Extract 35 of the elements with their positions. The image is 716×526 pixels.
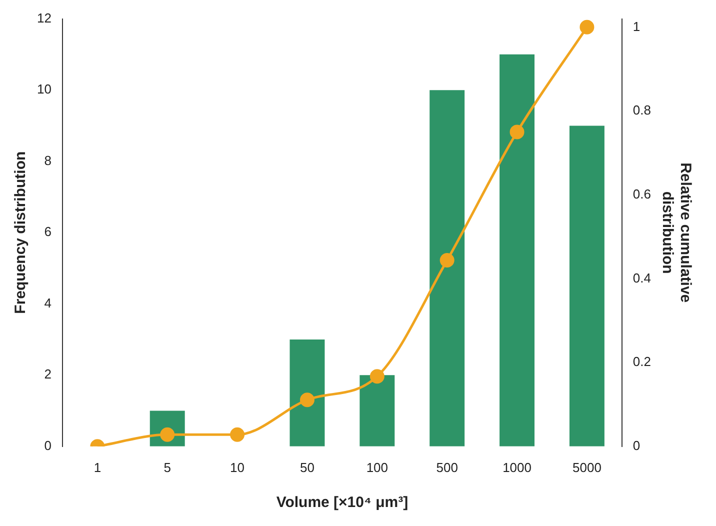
y2-tick-label: 0.8: [632, 102, 652, 118]
y2-tick-label: 0.2: [632, 354, 652, 370]
bar: [360, 375, 395, 446]
y2-axis-title: Relative cumulative distribution: [658, 162, 694, 303]
y-tick-label: 4: [44, 295, 52, 310]
y2-tick-label: 0.6: [632, 186, 652, 202]
x-tick-label: 10: [230, 460, 245, 475]
bar: [430, 90, 465, 446]
point: [440, 253, 454, 268]
x-tick-label: 1000: [502, 460, 532, 475]
bar: [500, 54, 535, 446]
x-tick-label: 5: [164, 460, 171, 475]
point: [230, 427, 245, 442]
y-axis-title: Frequency distribution: [12, 151, 30, 314]
x-tick-label: 500: [436, 460, 458, 475]
x-tick-label: 1: [94, 460, 102, 475]
bar: [569, 126, 604, 446]
y-tick-label: 10: [36, 82, 52, 97]
point: [300, 392, 314, 408]
bar: [290, 340, 325, 446]
y2-tick-label: 0.4: [632, 270, 652, 286]
y-tick-label: 12: [36, 10, 52, 26]
x-tick-label: 50: [300, 460, 314, 475]
x-axis-title: Volume [×10⁴ μm³]: [276, 494, 408, 512]
y-tick-label: 8: [44, 152, 52, 168]
y-tick-label: 0: [44, 438, 52, 453]
point: [580, 20, 594, 34]
y2-tick-label: 1: [632, 18, 640, 34]
point: [510, 124, 524, 140]
y-tick-label: 2: [44, 366, 52, 382]
x-tick-label: 5000: [572, 460, 602, 475]
point: [370, 369, 384, 384]
y-tick-label: 6: [44, 224, 52, 240]
x-tick-label: 100: [366, 460, 388, 475]
y2-tick-label: 0: [632, 438, 640, 453]
